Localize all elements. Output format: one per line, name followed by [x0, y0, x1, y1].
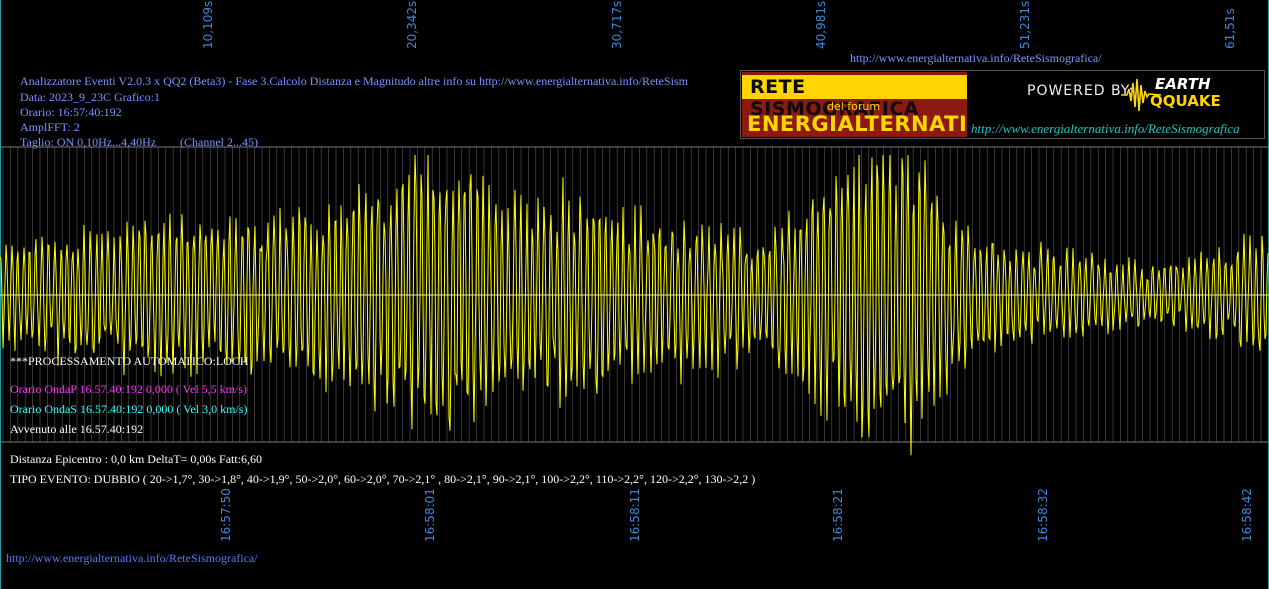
header-filter: Taglio: ON 0,10Hz...4,40Hz — [20, 135, 157, 149]
header-ampl: AmplFFT: 2 — [20, 120, 80, 134]
logo-qquake-text: QQUAKE — [1150, 92, 1221, 110]
logo-title: RETE SISMOGRAFICA — [750, 76, 920, 120]
logo-yellow-band — [742, 75, 967, 99]
seismic-wave-icon — [1121, 78, 1161, 112]
event-type: TIPO EVENTO: DUBBIO ( 20->1,7°, 30->1,8°… — [10, 472, 756, 486]
top-url-link[interactable]: http://www.energialternativa.info/ReteSi… — [850, 51, 1102, 65]
wave-p-time: Orario OndaP 16.57.40:192 0,000 ( Vel 5,… — [10, 382, 247, 396]
logo-brand: ENERGIALTERNATIVA — [747, 112, 967, 136]
wave-s-time: Orario OndaS 16.57.40:192 0,000 ( Vel 3,… — [10, 402, 248, 416]
event-occurred-time: Avvenuto alle 16.57.40:192 — [10, 422, 144, 436]
bottom-tick-label: 16:58:21 — [831, 488, 845, 542]
header-channel: (Channel 2...45) — [180, 135, 258, 149]
bottom-tick-label: 16:58:42 — [1240, 488, 1254, 542]
bottom-tick-label: 16:58:32 — [1036, 488, 1050, 542]
bottom-tick-label: 16:58:01 — [423, 488, 437, 542]
epicenter-distance: Distanza Epicentro : 0,0 km DeltaT= 0,00… — [10, 452, 263, 466]
processing-title: ***PROCESSAMENTO AUTOMATICO:LOCH — [10, 354, 249, 368]
seismic-trace-line — [0, 154, 1269, 456]
bottom-tick-label: 16:58:11 — [628, 488, 642, 542]
logo-powered-by: POWERED BY: — [1027, 83, 1135, 99]
header-title: Analizzatore Eventi V2.0.3 x QQ2 (Beta3)… — [20, 74, 688, 88]
bottom-url-link[interactable]: http://www.energialternativa.info/ReteSi… — [6, 551, 258, 565]
header-time: Orario: 16:57:40:192 — [20, 105, 122, 119]
logo-url: http://www.energialternativa.info/ReteSi… — [971, 121, 1240, 136]
rete-sismografica-logo[interactable]: RETE SISMOGRAFICA del forum ENERGIALTERN… — [740, 70, 1265, 139]
logo-earth-text: EARTH — [1155, 75, 1211, 93]
header-date: Data: 2023_9_23C Grafico:1 — [20, 90, 160, 104]
logo-subtitle: del forum — [827, 100, 881, 113]
logo-left-panel: RETE SISMOGRAFICA del forum ENERGIALTERN… — [742, 72, 967, 137]
bottom-tick-label: 16:57:50 — [219, 488, 233, 542]
